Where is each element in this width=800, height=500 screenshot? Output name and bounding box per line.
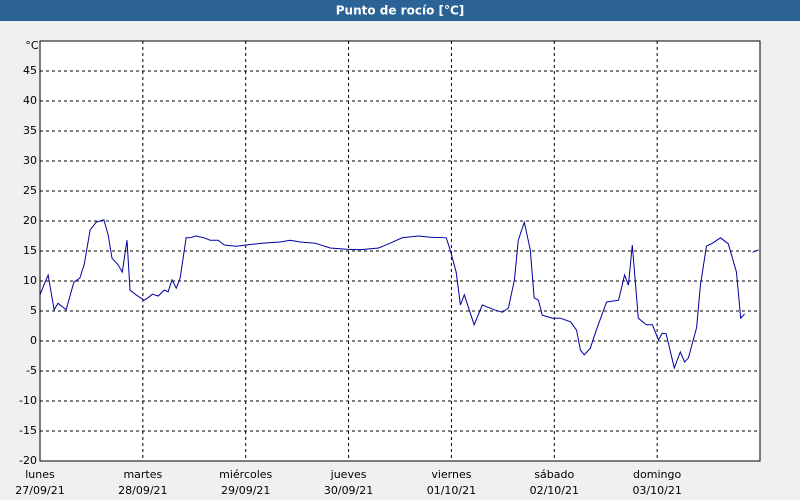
x-tick-label: miércoles	[219, 468, 272, 481]
x-tick-label: jueves	[330, 468, 367, 481]
y-unit: °C	[25, 39, 39, 52]
y-tick-label: 40	[23, 94, 37, 107]
x-tick-label: martes	[123, 468, 162, 481]
y-tick-label: 45	[23, 64, 37, 77]
y-tick-label: 30	[23, 154, 37, 167]
y-tick-label: 10	[23, 274, 37, 287]
data-line	[752, 249, 759, 253]
y-tick-label: 0	[30, 334, 37, 347]
x-tick-date: 03/10/21	[632, 484, 681, 497]
data-line	[39, 219, 745, 370]
x-tick-date: 01/10/21	[427, 484, 476, 497]
y-tick-label: -15	[19, 424, 37, 437]
y-tick-label: -20	[19, 454, 37, 467]
y-tick-label: 25	[23, 184, 37, 197]
x-tick-label: sábado	[534, 468, 574, 481]
x-tick-label: lunes	[25, 468, 55, 481]
x-tick-label: domingo	[633, 468, 681, 481]
x-tick-date: 02/10/21	[530, 484, 579, 497]
y-tick-label: 5	[30, 304, 37, 317]
x-tick-date: 28/09/21	[118, 484, 167, 497]
x-tick-date: 29/09/21	[221, 484, 270, 497]
y-tick-label: 20	[23, 214, 37, 227]
y-tick-label: -10	[19, 394, 37, 407]
x-tick-date: 30/09/21	[324, 484, 373, 497]
y-tick-label: 15	[23, 244, 37, 257]
x-tick-label: viernes	[431, 468, 471, 481]
title-bar	[0, 0, 800, 21]
y-tick-label: 35	[23, 124, 37, 137]
x-tick-date: 27/09/21	[15, 484, 64, 497]
chart-title: Punto de rocío [°C]	[336, 4, 465, 18]
y-tick-label: -5	[26, 364, 37, 377]
